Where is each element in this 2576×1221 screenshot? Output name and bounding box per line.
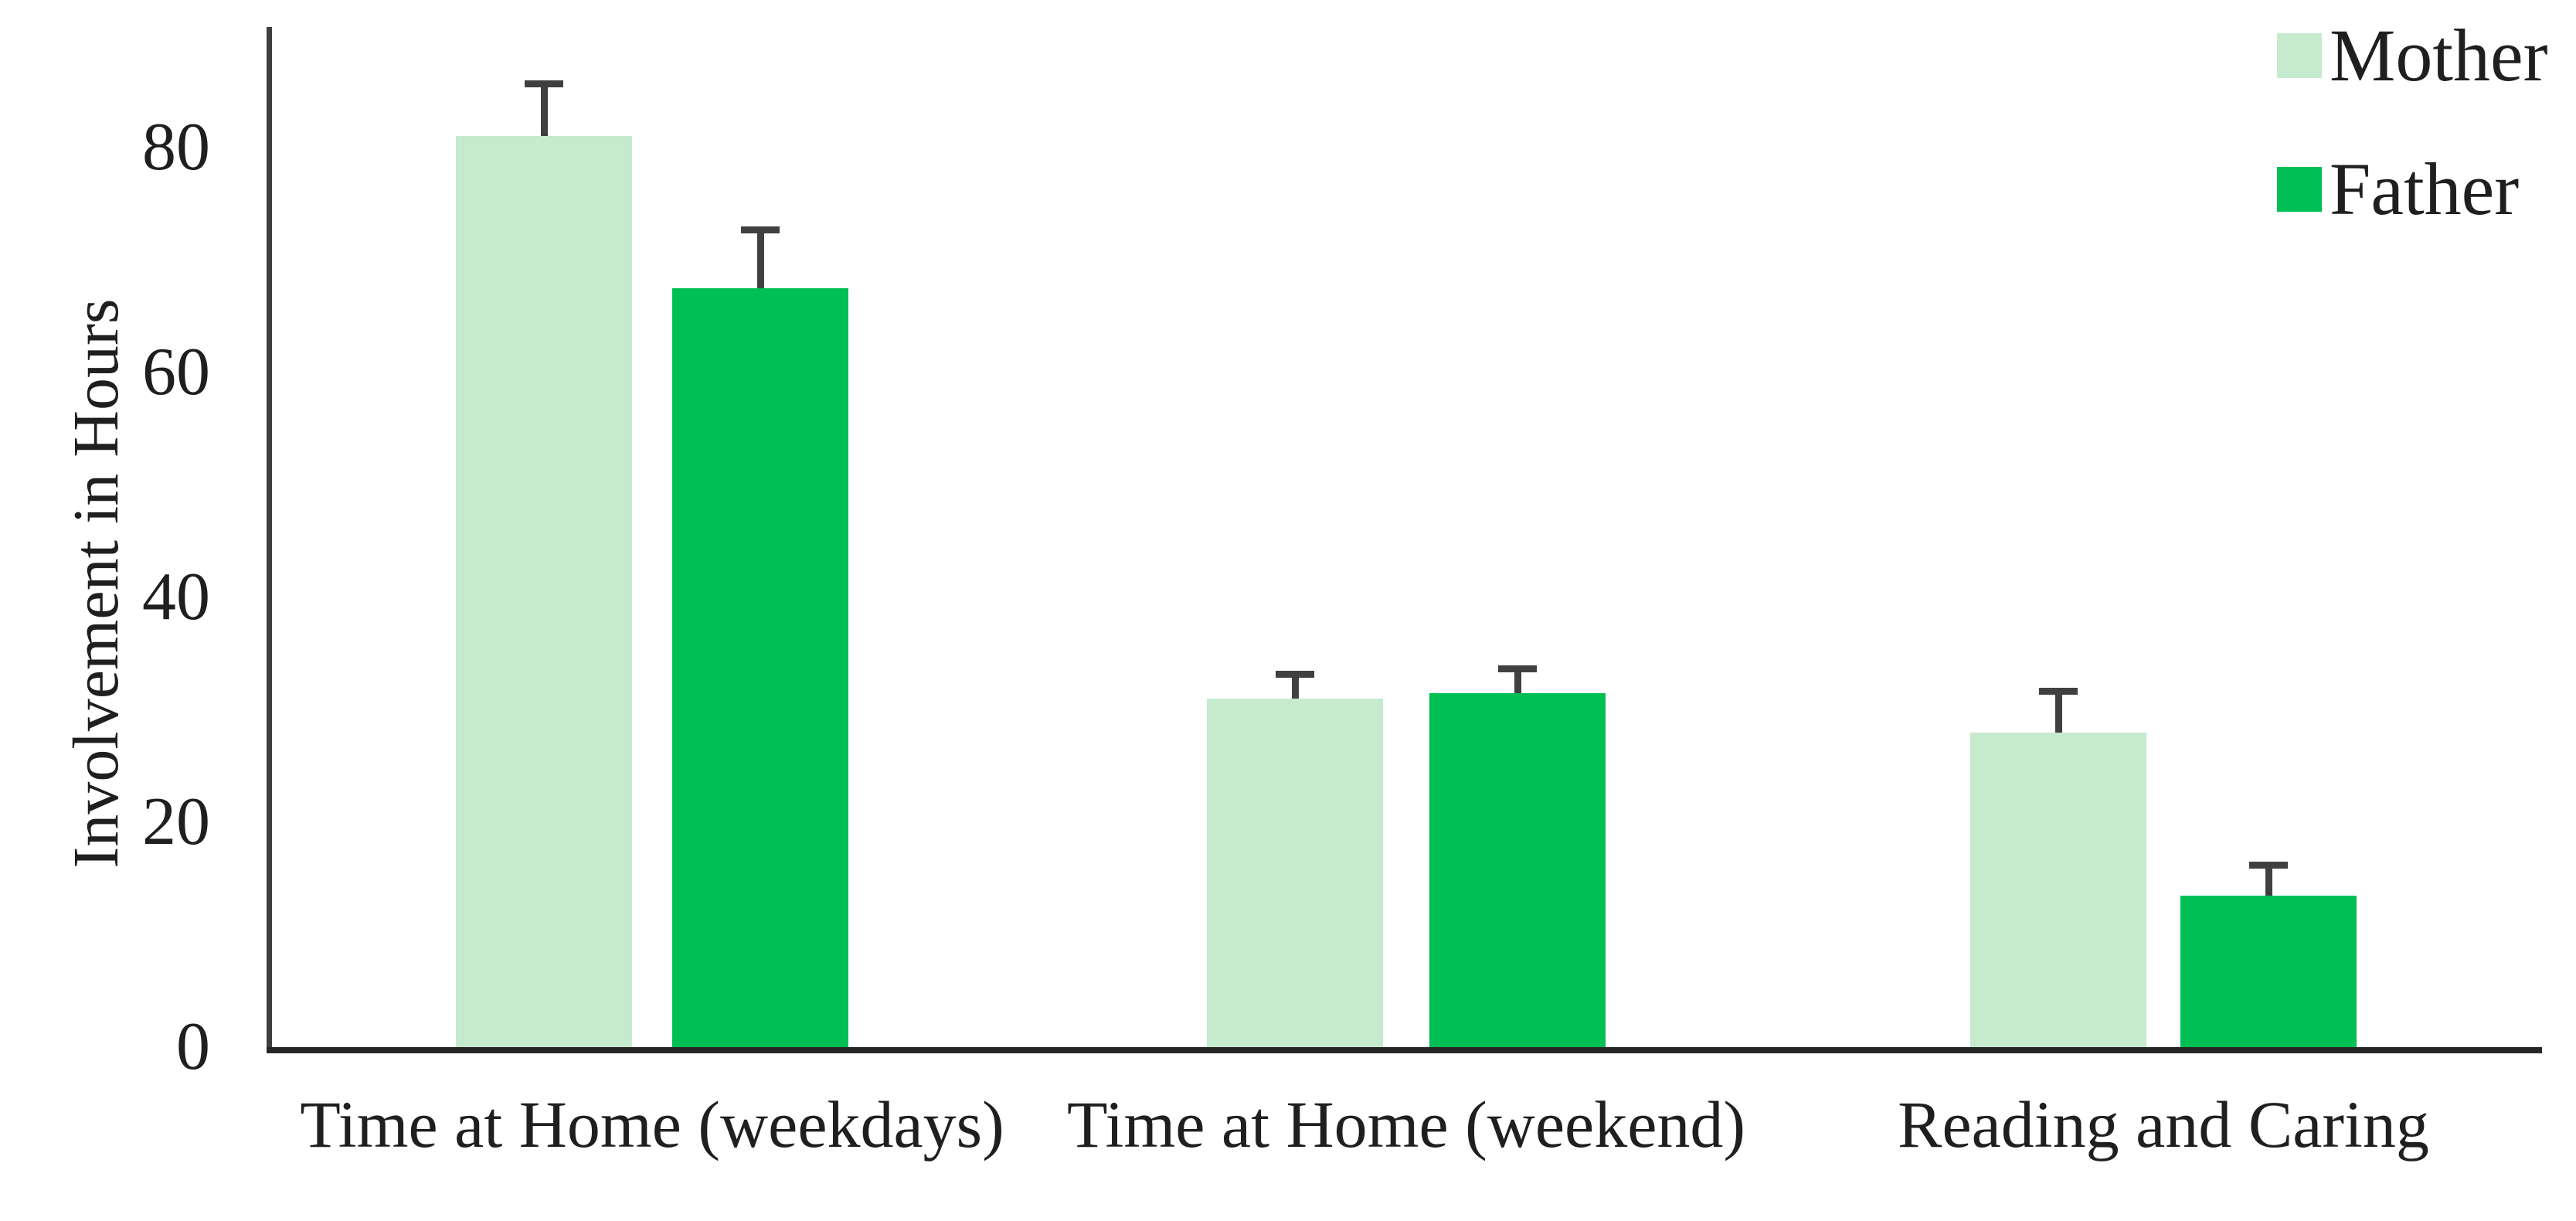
y-tick-label-0: 0 (176, 1009, 210, 1084)
error-bar-cap-father-1 (1498, 665, 1537, 672)
y-tick-label-20: 20 (142, 784, 210, 859)
error-bar-cap-father-2 (2249, 862, 2288, 869)
legend-item-mother: Mother (2277, 14, 2548, 97)
father-swatch-icon (2277, 167, 2322, 212)
bar-mother-0 (456, 136, 632, 1047)
y-tick-label-80: 80 (142, 110, 210, 185)
error-bar-cap-mother-2 (2039, 687, 2078, 695)
bar-father-2 (2180, 895, 2357, 1047)
error-bar-father-1 (1514, 670, 1521, 693)
x-category-label-2: Reading and Caring (1898, 1087, 2429, 1161)
x-axis-line (267, 1047, 2542, 1053)
bar-father-0 (672, 287, 848, 1047)
error-bar-mother-1 (1291, 675, 1299, 699)
x-category-label-0: Time at Home (weekdays) (300, 1087, 1004, 1161)
legend-item-father: Father (2277, 148, 2520, 230)
legend-label-mother: Mother (2330, 14, 2548, 97)
error-bar-cap-mother-1 (1276, 670, 1314, 678)
y-axis-line (267, 27, 272, 1053)
error-bar-mother-2 (2054, 692, 2062, 733)
mother-swatch-icon (2277, 33, 2322, 78)
bar-father-1 (1429, 692, 1606, 1047)
error-bar-father-0 (756, 232, 764, 288)
error-bar-cap-father-0 (741, 226, 780, 234)
legend-label-father: Father (2330, 148, 2520, 230)
y-tick-label-40: 40 (142, 559, 210, 634)
error-bar-mother-0 (540, 85, 548, 137)
bar-mother-2 (1970, 732, 2146, 1047)
bar-mother-1 (1207, 698, 1383, 1047)
error-bar-cap-mother-0 (525, 80, 563, 87)
error-bar-father-2 (2265, 867, 2272, 896)
y-tick-label-60: 60 (142, 335, 210, 410)
x-category-label-1: Time at Home (weekend) (1066, 1087, 1746, 1161)
